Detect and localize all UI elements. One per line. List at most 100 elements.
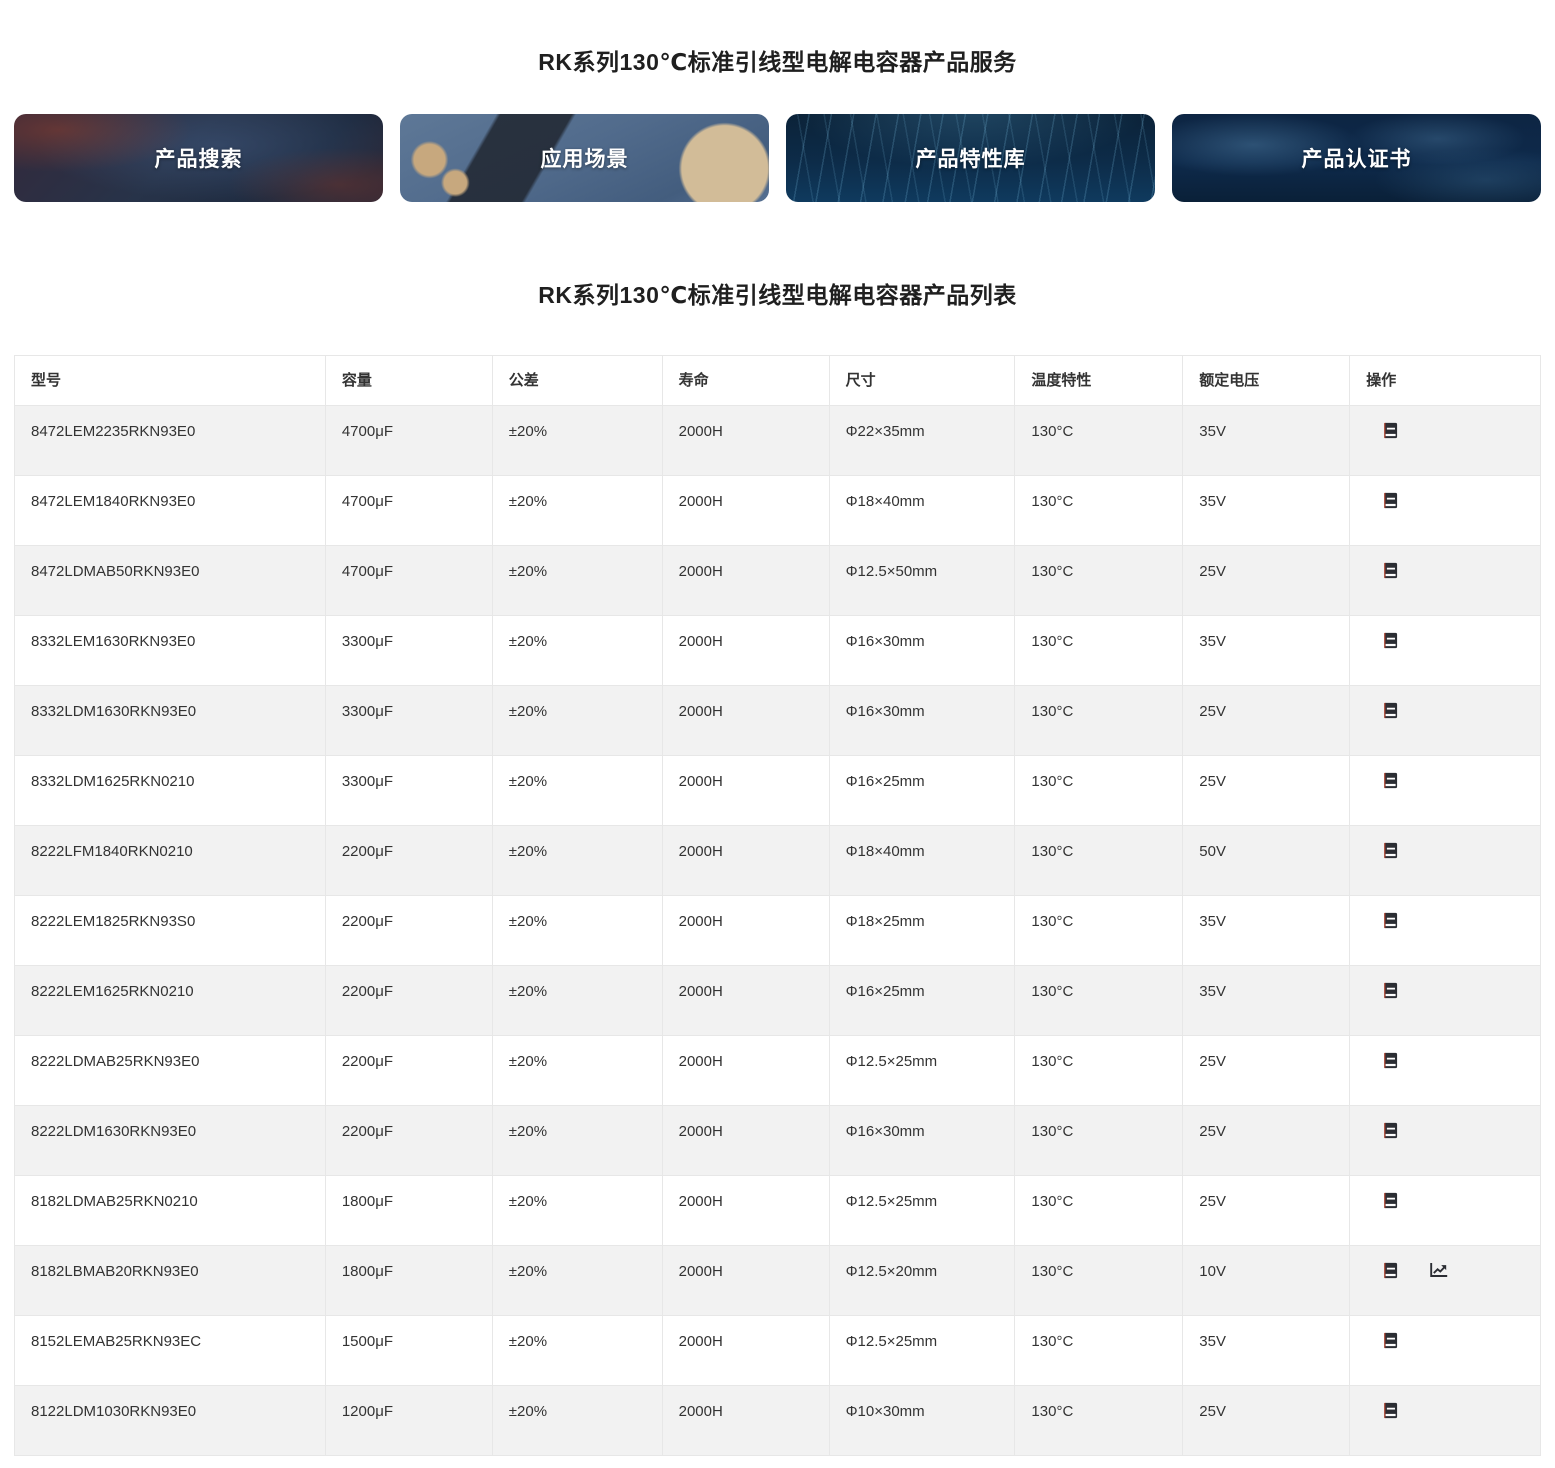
cell-actions — [1349, 405, 1541, 477]
datasheet-button[interactable] — [1382, 562, 1399, 579]
cell-model: 8122LDM1030RKN93E0 — [14, 1385, 326, 1457]
book-icon — [1382, 1402, 1399, 1422]
datasheet-button[interactable] — [1382, 492, 1399, 509]
cell-voltage: 25V — [1182, 1175, 1351, 1247]
cell-actions — [1349, 685, 1541, 757]
page: RK系列130℃标准引线型电解电容器产品服务 产品搜索 应用场景 产品特性库 产… — [0, 15, 1555, 1468]
column-header-temperature: 温度特性 — [1014, 355, 1184, 407]
cell-temperature: 130°C — [1014, 755, 1184, 827]
cell-actions — [1349, 475, 1541, 547]
cell-voltage: 25V — [1182, 1105, 1351, 1177]
nav-card-label: 产品搜索 — [154, 148, 243, 172]
datasheet-button[interactable] — [1382, 982, 1399, 999]
column-header-tolerance: 公差 — [491, 355, 663, 407]
cell-temperature: 130°C — [1014, 1245, 1184, 1317]
product-table: 型号 容量 公差 寿命 尺寸 温度特性 额定电压 操作 8472LEM2235R… — [14, 355, 1541, 1457]
cell-capacity: 4700μF — [324, 475, 493, 547]
cell-size: Φ16×25mm — [828, 965, 1016, 1037]
cell-size: Φ12.5×25mm — [828, 1035, 1016, 1107]
cell-actions — [1349, 545, 1541, 617]
table-row: 8222LDM1630RKN93E0 2200μF ±20% 2000H Φ16… — [14, 1105, 1541, 1177]
cell-temperature: 130°C — [1014, 1315, 1184, 1387]
book-icon — [1382, 772, 1399, 792]
cell-size: Φ16×30mm — [828, 615, 1016, 687]
datasheet-button[interactable] — [1382, 842, 1399, 859]
cell-model: 8472LDMAB50RKN93E0 — [14, 545, 326, 617]
datasheet-button[interactable] — [1382, 1122, 1399, 1139]
cell-actions — [1349, 755, 1541, 827]
book-icon — [1382, 1052, 1399, 1072]
datasheet-button[interactable] — [1382, 702, 1399, 719]
cell-actions — [1349, 1385, 1541, 1457]
cell-voltage: 35V — [1182, 405, 1351, 477]
cell-tolerance: ±20% — [491, 615, 663, 687]
nav-cards: 产品搜索 应用场景 产品特性库 产品认证书 — [14, 114, 1541, 203]
cell-life: 2000H — [661, 895, 830, 967]
nav-card-feature-library[interactable]: 产品特性库 — [786, 114, 1155, 203]
cell-size: Φ18×40mm — [828, 475, 1016, 547]
datasheet-button[interactable] — [1382, 1262, 1399, 1279]
performance-curve-button[interactable] — [1429, 1262, 1448, 1279]
book-icon — [1382, 1192, 1399, 1212]
cell-tolerance: ±20% — [491, 1385, 663, 1457]
cell-life: 2000H — [661, 545, 830, 617]
datasheet-button[interactable] — [1382, 1052, 1399, 1069]
cell-tolerance: ±20% — [491, 965, 663, 1037]
nav-card-certificates[interactable]: 产品认证书 — [1172, 114, 1541, 203]
cell-voltage: 35V — [1182, 1315, 1351, 1387]
table-row: 8472LEM1840RKN93E0 4700μF ±20% 2000H Φ18… — [14, 475, 1541, 547]
column-header-model: 型号 — [14, 355, 326, 407]
cell-tolerance: ±20% — [491, 1105, 663, 1177]
cell-temperature: 130°C — [1014, 685, 1184, 757]
cell-capacity: 3300μF — [324, 615, 493, 687]
cell-temperature: 130°C — [1014, 545, 1184, 617]
cell-model: 8222LFM1840RKN0210 — [14, 825, 326, 897]
cell-voltage: 10V — [1182, 1245, 1351, 1317]
cell-life: 2000H — [661, 1385, 830, 1457]
cell-model: 8222LDM1630RKN93E0 — [14, 1105, 326, 1177]
cell-life: 2000H — [661, 965, 830, 1037]
cell-capacity: 4700μF — [324, 545, 493, 617]
cell-tolerance: ±20% — [491, 1245, 663, 1317]
cell-life: 2000H — [661, 1245, 830, 1317]
cell-actions — [1349, 1175, 1541, 1247]
cell-voltage: 50V — [1182, 825, 1351, 897]
datasheet-button[interactable] — [1382, 422, 1399, 439]
cell-temperature: 130°C — [1014, 825, 1184, 897]
datasheet-button[interactable] — [1382, 1402, 1399, 1419]
column-header-size: 尺寸 — [828, 355, 1016, 407]
book-icon — [1382, 1262, 1399, 1282]
cell-model: 8332LDM1630RKN93E0 — [14, 685, 326, 757]
datasheet-button[interactable] — [1382, 912, 1399, 929]
datasheet-button[interactable] — [1382, 772, 1399, 789]
cell-tolerance: ±20% — [491, 545, 663, 617]
cell-size: Φ12.5×25mm — [828, 1175, 1016, 1247]
cell-model: 8222LEM1825RKN93S0 — [14, 895, 326, 967]
table-row: 8122LDM1030RKN93E0 1200μF ±20% 2000H Φ10… — [14, 1385, 1541, 1457]
cell-life: 2000H — [661, 405, 830, 477]
table-row: 8222LFM1840RKN0210 2200μF ±20% 2000H Φ18… — [14, 825, 1541, 897]
nav-card-product-search[interactable]: 产品搜索 — [14, 114, 383, 203]
cell-model: 8332LEM1630RKN93E0 — [14, 615, 326, 687]
chart-increasing-icon — [1429, 1262, 1448, 1282]
nav-card-label: 产品认证书 — [1301, 148, 1412, 172]
cell-life: 2000H — [661, 1105, 830, 1177]
book-icon — [1382, 562, 1399, 582]
cell-tolerance: ±20% — [491, 685, 663, 757]
table-row: 8332LEM1630RKN93E0 3300μF ±20% 2000H Φ16… — [14, 615, 1541, 687]
column-header-voltage: 额定电压 — [1182, 355, 1351, 407]
nav-card-label: 应用场景 — [540, 148, 629, 172]
cell-tolerance: ±20% — [491, 755, 663, 827]
cell-tolerance: ±20% — [491, 1315, 663, 1387]
datasheet-button[interactable] — [1382, 632, 1399, 649]
cell-life: 2000H — [661, 615, 830, 687]
cell-actions — [1349, 615, 1541, 687]
cell-temperature: 130°C — [1014, 965, 1184, 1037]
cell-size: Φ12.5×20mm — [828, 1245, 1016, 1317]
datasheet-button[interactable] — [1382, 1192, 1399, 1209]
cell-tolerance: ±20% — [491, 1035, 663, 1107]
datasheet-button[interactable] — [1382, 1332, 1399, 1349]
nav-card-application-scenes[interactable]: 应用场景 — [400, 114, 769, 203]
book-icon — [1382, 632, 1399, 652]
cell-temperature: 130°C — [1014, 475, 1184, 547]
